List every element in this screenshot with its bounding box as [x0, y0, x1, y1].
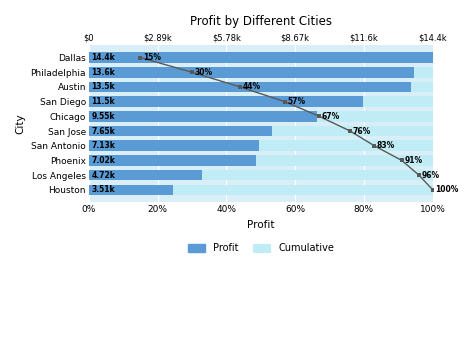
- Text: 76%: 76%: [353, 127, 371, 136]
- Text: 96%: 96%: [422, 171, 440, 180]
- Bar: [89, 67, 433, 77]
- Bar: [89, 155, 256, 166]
- Text: 7.13k: 7.13k: [91, 141, 116, 150]
- Text: 83%: 83%: [377, 141, 395, 150]
- Bar: [89, 82, 433, 92]
- Text: 15%: 15%: [143, 53, 161, 62]
- Bar: [89, 140, 259, 151]
- Bar: [89, 111, 433, 122]
- X-axis label: Profit: Profit: [247, 219, 274, 229]
- Bar: [89, 111, 317, 122]
- Bar: [89, 155, 433, 166]
- Text: 14.4k: 14.4k: [91, 53, 115, 62]
- Bar: [89, 67, 414, 77]
- Text: 9.55k: 9.55k: [91, 112, 115, 121]
- Title: Profit by Different Cities: Profit by Different Cities: [190, 15, 332, 28]
- Bar: [89, 82, 411, 92]
- Bar: [89, 184, 173, 195]
- Text: 91%: 91%: [404, 156, 423, 165]
- Bar: [89, 184, 433, 195]
- Text: 13.6k: 13.6k: [91, 68, 115, 77]
- Text: 3.51k: 3.51k: [91, 185, 115, 194]
- Bar: [89, 96, 433, 107]
- Bar: [89, 52, 433, 63]
- Bar: [89, 126, 272, 136]
- Text: 4.72k: 4.72k: [91, 171, 116, 180]
- Text: 7.65k: 7.65k: [91, 127, 115, 136]
- Legend: Profit, Cumulative: Profit, Cumulative: [183, 239, 338, 257]
- Bar: [89, 170, 201, 180]
- Y-axis label: City: City: [15, 114, 25, 134]
- Text: 67%: 67%: [322, 112, 340, 121]
- Text: 7.02k: 7.02k: [91, 156, 116, 165]
- Bar: [89, 96, 364, 107]
- Bar: [89, 52, 433, 63]
- Text: 57%: 57%: [288, 97, 306, 106]
- Bar: [89, 170, 433, 180]
- Bar: [89, 140, 433, 151]
- Text: 13.5k: 13.5k: [91, 83, 115, 92]
- Text: 100%: 100%: [436, 185, 459, 194]
- Text: 44%: 44%: [243, 83, 261, 92]
- Bar: [89, 126, 433, 136]
- Text: 30%: 30%: [195, 68, 213, 77]
- Text: 11.5k: 11.5k: [91, 97, 115, 106]
